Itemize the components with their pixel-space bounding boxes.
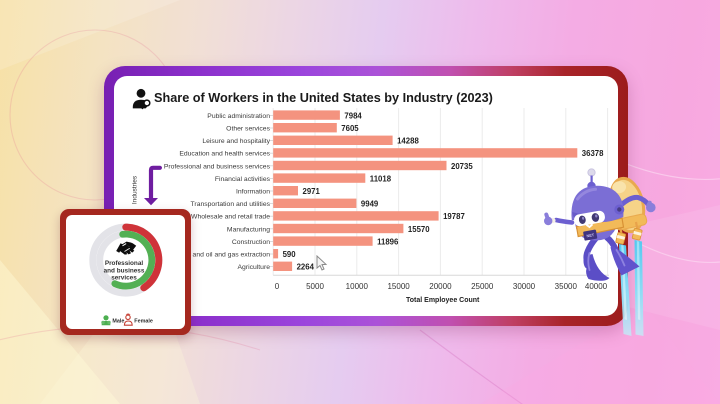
svg-text:2264: 2264 xyxy=(297,263,315,272)
svg-text:15000: 15000 xyxy=(387,282,410,291)
svg-text:Female: Female xyxy=(134,319,153,325)
svg-text:Public administration: Public administration xyxy=(207,113,270,120)
svg-text:590: 590 xyxy=(283,250,297,259)
svg-text:Construction: Construction xyxy=(232,239,270,246)
svg-text:Transportation and utilities: Transportation and utilities xyxy=(191,201,271,208)
svg-text:30000: 30000 xyxy=(513,282,536,291)
svg-text:40000: 40000 xyxy=(585,282,608,291)
svg-text:Share of Workers in the United: Share of Workers in the United States by… xyxy=(154,91,493,105)
svg-text:20000: 20000 xyxy=(429,282,452,291)
svg-text:9949: 9949 xyxy=(361,200,379,209)
svg-text:20735: 20735 xyxy=(451,162,473,171)
svg-text:Wholesale and retail trade: Wholesale and retail trade xyxy=(191,214,270,221)
svg-text:5000: 5000 xyxy=(306,282,324,291)
svg-text:36378: 36378 xyxy=(582,149,604,158)
svg-text:Financial activities: Financial activities xyxy=(215,176,271,183)
svg-text:25000: 25000 xyxy=(471,282,494,291)
svg-text:Information: Information xyxy=(236,189,270,196)
svg-text:35000: 35000 xyxy=(555,282,578,291)
svg-text:2971: 2971 xyxy=(303,187,321,196)
svg-text:Industries: Industries xyxy=(132,175,139,204)
svg-text:NET: NET xyxy=(586,233,595,238)
svg-text:7605: 7605 xyxy=(341,124,359,133)
svg-text:Mining and oil and gas extract: Mining and oil and gas extraction xyxy=(171,252,271,259)
svg-text:10000: 10000 xyxy=(346,282,369,291)
svg-text:Male: Male xyxy=(112,319,124,325)
svg-text:11018: 11018 xyxy=(370,174,392,183)
svg-text:Leisure and hospitality: Leisure and hospitality xyxy=(202,138,270,145)
svg-text:and business: and business xyxy=(104,267,145,274)
svg-text:services: services xyxy=(111,275,137,282)
svg-text:Manufacturing: Manufacturing xyxy=(227,226,270,233)
svg-text:Professional and business serv: Professional and business services xyxy=(164,163,271,170)
svg-text:19787: 19787 xyxy=(443,212,465,221)
svg-text:0: 0 xyxy=(275,282,280,291)
svg-text:11896: 11896 xyxy=(377,237,399,246)
svg-text:Total Employee Count: Total Employee Count xyxy=(406,297,480,304)
svg-text:Agriculture: Agriculture xyxy=(238,264,271,271)
svg-text:Professional: Professional xyxy=(105,260,144,267)
svg-text:7984: 7984 xyxy=(344,111,362,120)
svg-text:Other services: Other services xyxy=(226,125,270,132)
svg-text:15570: 15570 xyxy=(408,225,430,234)
svg-text:Education and health services: Education and health services xyxy=(179,151,270,158)
svg-text:14288: 14288 xyxy=(397,137,419,146)
